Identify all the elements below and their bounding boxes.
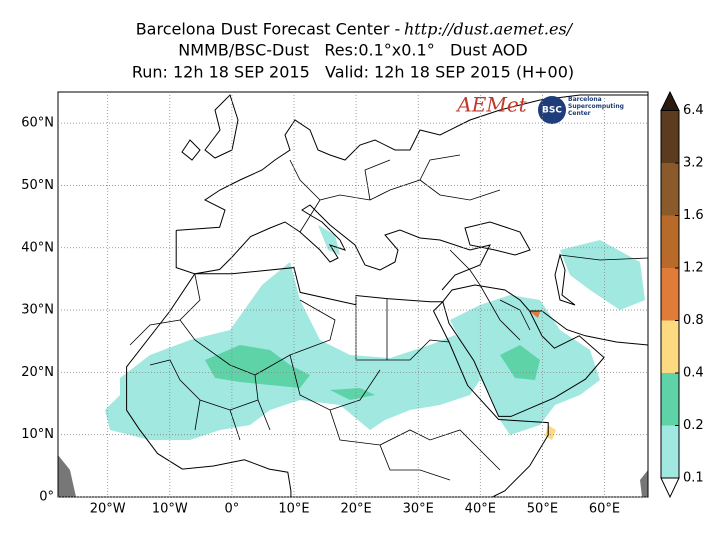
colorbar-label: 1.2 [683, 261, 704, 276]
logos: AEMet BSC Barcelona Supercomputing Cente… [455, 93, 624, 124]
colorbar-label: 0.2 [683, 418, 704, 433]
colorbar-band [661, 320, 679, 373]
x-tick-label: 0° [225, 502, 240, 517]
x-tick-label: 20°E [340, 502, 371, 517]
coastline [194, 267, 549, 497]
dust-area [105, 262, 480, 440]
coastline [464, 221, 531, 256]
dust-area [205, 345, 310, 388]
y-tick-label: 50°N [21, 178, 54, 193]
title-url: http://dust.aemet.es/ [404, 20, 574, 39]
title: Barcelona Dust Forecast Center - [136, 20, 401, 39]
colorbar-band [661, 215, 679, 268]
no-data [58, 455, 76, 497]
colorbar-label: 0.4 [683, 366, 704, 381]
coastline [176, 94, 648, 231]
coastline [126, 273, 292, 497]
colorbar-band [661, 425, 679, 478]
map-area [58, 92, 648, 497]
colorbar-label: 1.6 [683, 208, 704, 223]
x-tick-label: 50°E [527, 502, 558, 517]
bsc-name-box: Barcelona Supercomputing Center [568, 96, 624, 117]
dust-area [330, 388, 375, 400]
colorbar-frame [660, 110, 680, 479]
colorbar-label: 0.8 [683, 313, 704, 328]
x-tick-label: 10°E [278, 502, 309, 517]
colorbar-band [661, 163, 679, 216]
x-tick-label: 10°W [152, 502, 188, 517]
colorbar-label: 0.1 [683, 471, 704, 486]
dust-area [500, 345, 540, 380]
bsc-logo-mark [538, 96, 566, 124]
colorbar-label: 3.2 [683, 156, 704, 171]
y-tick-label: 60°N [21, 116, 54, 131]
x-tick-label: 60°E [589, 502, 620, 517]
aemet-logo: AEMet [455, 93, 527, 117]
no-data [640, 470, 648, 497]
y-tick-label: 40°N [21, 240, 54, 255]
colorbar-label: 6.4 [683, 103, 704, 118]
colorbar-over [660, 90, 680, 111]
x-tick-label: 20°W [90, 502, 126, 517]
coastline [554, 253, 576, 306]
y-tick-label: 20°N [21, 365, 54, 380]
coastline [181, 94, 239, 161]
x-tick-label: 40°E [465, 502, 496, 517]
y-tick-label: 10°N [21, 427, 54, 442]
colorbar-band [661, 268, 679, 321]
run-info: Run: 12h 18 SEP 2015 Valid: 12h 18 SEP 2… [132, 63, 574, 82]
y-tick-label: 30°N [21, 303, 54, 318]
coastline [175, 204, 491, 291]
colorbar-band [661, 373, 679, 426]
colorbar-band [661, 110, 679, 163]
bsc-logo: BSC [542, 106, 562, 116]
y-tick-label: 0° [39, 490, 54, 505]
colorbar-under [660, 477, 680, 499]
x-tick-label: 30°E [403, 502, 434, 517]
subtitle: NMMB/BSC-Dust Res:0.1°x0.1° Dust AOD [178, 41, 527, 60]
dust-area [528, 310, 540, 318]
coastline [529, 310, 648, 346]
border [129, 154, 648, 481]
coastline [442, 284, 605, 417]
bsc-name: Barcelona Supercomputing Center [568, 96, 624, 117]
